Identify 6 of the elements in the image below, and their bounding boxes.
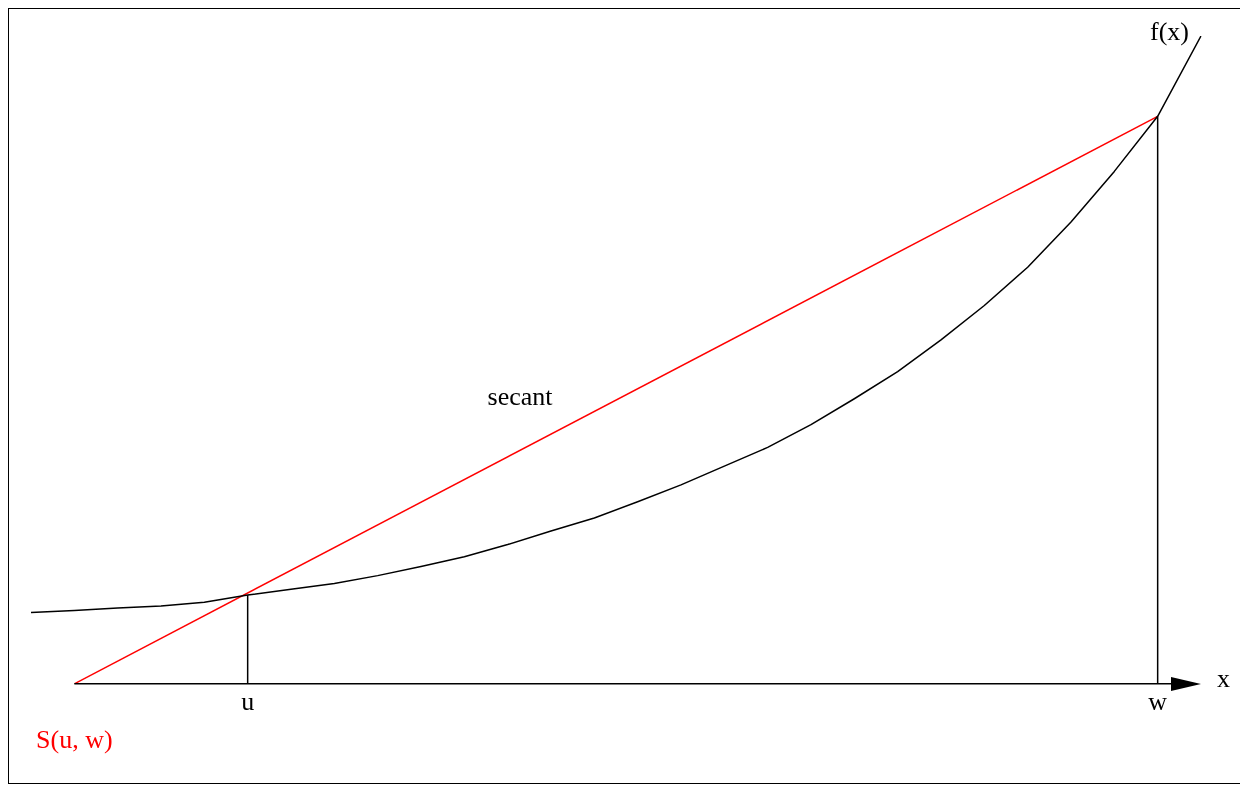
series-label: secant [487, 381, 554, 411]
annotation: S(u, w) [36, 724, 113, 754]
x-axis-title: x [1217, 663, 1230, 693]
series-label: f(x) [1150, 16, 1189, 46]
x-tick-label: w [1148, 687, 1168, 717]
x-tick-label: u [241, 687, 255, 717]
